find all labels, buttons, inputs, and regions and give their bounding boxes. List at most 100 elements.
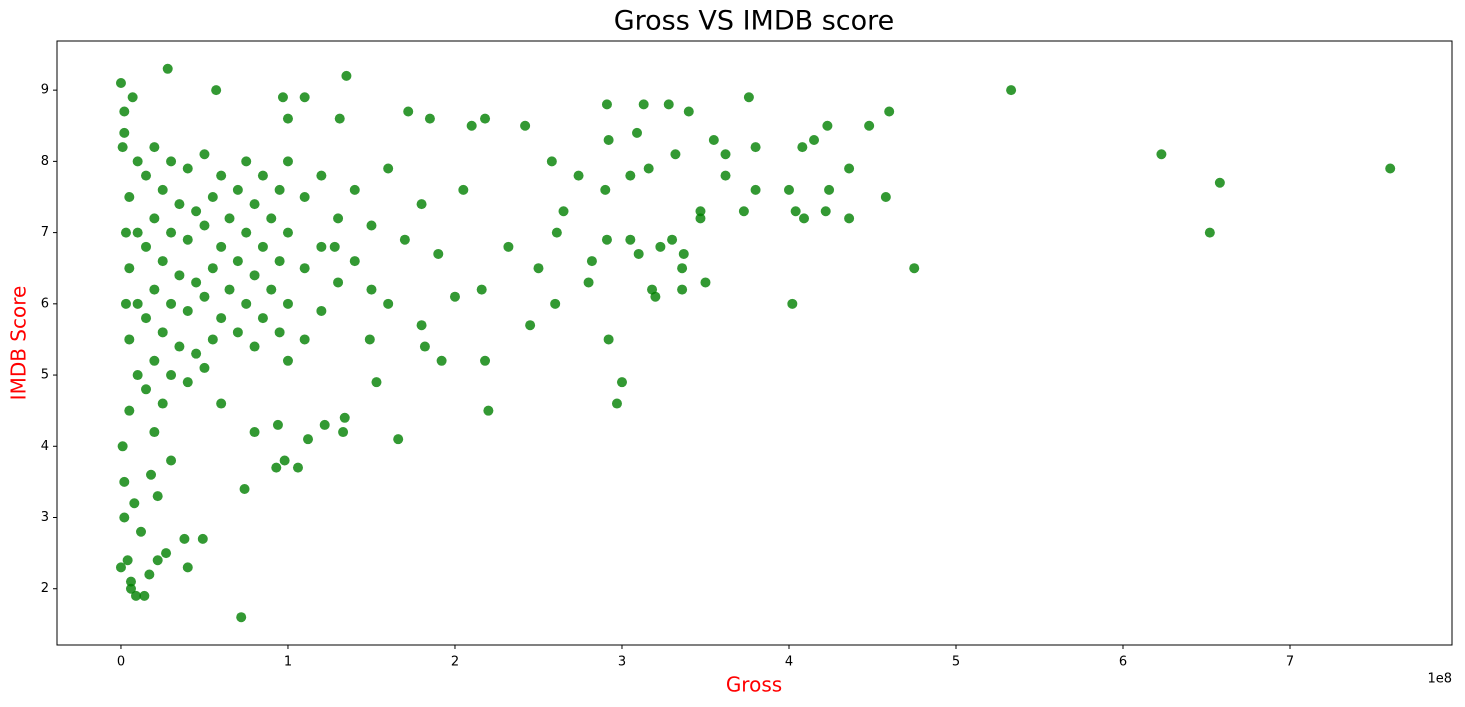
point	[232, 256, 243, 267]
point	[316, 241, 327, 252]
point	[844, 163, 855, 174]
point	[349, 184, 360, 195]
point	[157, 327, 168, 338]
point	[708, 135, 719, 146]
point	[466, 120, 477, 131]
point	[149, 427, 160, 438]
point	[141, 241, 152, 252]
x-tick-label: 2	[451, 655, 459, 670]
point	[182, 305, 193, 316]
point	[141, 384, 152, 395]
point	[550, 298, 561, 309]
point	[416, 199, 427, 210]
point	[341, 70, 352, 81]
point	[119, 476, 130, 487]
point	[124, 263, 135, 274]
point	[329, 241, 340, 252]
point	[157, 184, 168, 195]
point	[647, 284, 658, 295]
point	[677, 263, 688, 274]
point	[129, 498, 140, 509]
x-tick-label: 6	[1119, 655, 1127, 670]
y-tick-label: 6	[41, 296, 49, 311]
point	[282, 156, 293, 167]
point	[520, 120, 531, 131]
point	[809, 135, 820, 146]
point	[216, 398, 227, 409]
point	[162, 63, 173, 74]
point	[149, 213, 160, 224]
point	[677, 284, 688, 295]
x-axis-label: Gross	[726, 673, 782, 697]
point	[272, 419, 283, 430]
point	[586, 256, 597, 267]
point	[207, 191, 218, 202]
point	[216, 170, 227, 181]
point	[119, 106, 130, 117]
x-offset-label: 1e8	[1427, 672, 1452, 687]
point	[157, 256, 168, 267]
point	[249, 270, 260, 281]
point	[124, 405, 135, 416]
point	[207, 263, 218, 274]
point	[743, 92, 754, 103]
point	[1214, 177, 1225, 188]
point	[611, 398, 622, 409]
point	[224, 284, 235, 295]
point	[191, 277, 202, 288]
point	[695, 213, 706, 224]
point	[136, 526, 147, 537]
point	[199, 362, 210, 373]
point	[127, 92, 138, 103]
point	[149, 355, 160, 366]
point	[433, 248, 444, 259]
point	[333, 213, 344, 224]
point	[864, 120, 875, 131]
point	[633, 248, 644, 259]
point	[583, 277, 594, 288]
point	[424, 113, 435, 124]
point	[152, 555, 163, 566]
point	[476, 284, 487, 295]
point	[199, 220, 210, 231]
point	[303, 434, 314, 445]
point	[139, 590, 150, 601]
point	[124, 334, 135, 345]
point	[603, 135, 614, 146]
point	[824, 184, 835, 195]
point	[338, 427, 349, 438]
point	[299, 191, 310, 202]
point	[366, 220, 377, 231]
point	[191, 206, 202, 217]
point	[663, 99, 674, 110]
plot-frame	[56, 40, 1453, 646]
point	[117, 142, 128, 153]
point	[277, 92, 288, 103]
point	[880, 191, 891, 202]
point	[299, 334, 310, 345]
point	[533, 263, 544, 274]
point	[239, 484, 250, 495]
point	[257, 241, 268, 252]
point	[125, 576, 136, 587]
point	[480, 355, 491, 366]
point	[174, 199, 185, 210]
point	[282, 298, 293, 309]
point	[503, 241, 514, 252]
point	[182, 377, 193, 388]
point	[191, 348, 202, 359]
point	[166, 455, 177, 466]
point	[249, 427, 260, 438]
point	[625, 170, 636, 181]
point	[132, 156, 143, 167]
point	[257, 313, 268, 324]
point	[1006, 85, 1017, 96]
point	[125, 583, 136, 594]
point	[403, 106, 414, 117]
point	[274, 256, 285, 267]
point	[124, 191, 135, 202]
point	[683, 106, 694, 117]
point	[364, 334, 375, 345]
